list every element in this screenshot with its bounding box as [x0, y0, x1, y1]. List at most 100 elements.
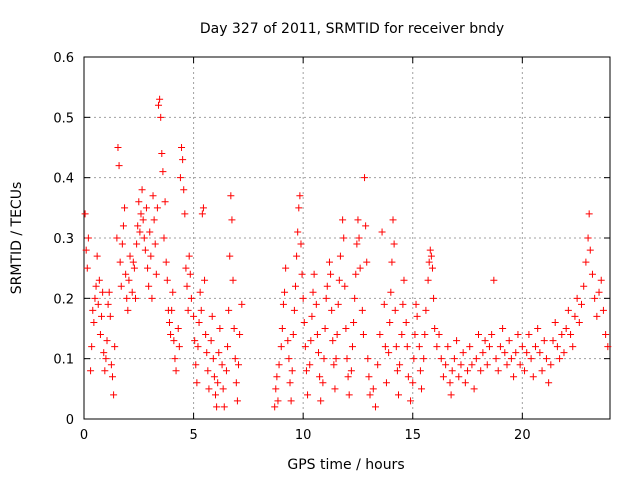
- data-point: [212, 391, 219, 399]
- data-point: [447, 391, 455, 399]
- data-point: [453, 337, 461, 345]
- data-point: [393, 367, 401, 375]
- data-point: [385, 349, 393, 357]
- data-point: [119, 222, 127, 230]
- data-point: [347, 367, 355, 375]
- data-point: [499, 325, 507, 332]
- data-point: [299, 294, 307, 302]
- data-point: [134, 222, 142, 230]
- data-point: [235, 361, 243, 369]
- data-point: [171, 355, 179, 363]
- data-point: [277, 343, 285, 351]
- x-axis-label: GPS time / hours: [287, 457, 404, 473]
- data-point: [190, 312, 198, 320]
- data-point: [316, 373, 324, 381]
- data-point: [102, 355, 110, 363]
- data-point: [542, 355, 550, 363]
- data-point: [374, 361, 382, 369]
- data-point: [136, 228, 144, 236]
- data-point: [433, 343, 441, 351]
- data-point: [159, 168, 167, 176]
- data-point: [210, 373, 218, 381]
- data-point: [157, 113, 165, 121]
- data-point: [332, 355, 340, 363]
- data-point: [400, 276, 408, 284]
- data-point: [479, 349, 487, 357]
- data-point: [90, 318, 98, 326]
- data-point: [222, 367, 230, 375]
- data-point: [359, 331, 367, 339]
- data-point: [521, 367, 529, 375]
- x-tick-label: 5: [189, 428, 197, 443]
- data-point: [342, 325, 350, 332]
- data-point: [514, 331, 522, 339]
- data-point: [562, 325, 570, 332]
- data-point: [483, 361, 491, 369]
- data-point: [386, 318, 394, 326]
- data-point: [315, 349, 323, 357]
- data-point: [320, 355, 328, 363]
- data-point: [518, 343, 526, 351]
- data-point: [529, 373, 537, 381]
- data-point: [281, 288, 289, 296]
- data-point: [219, 385, 227, 393]
- data-point: [115, 162, 123, 170]
- data-point: [145, 282, 153, 290]
- data-point: [334, 300, 342, 308]
- data-point: [582, 258, 590, 266]
- data-point: [114, 144, 122, 151]
- data-point: [470, 385, 478, 393]
- data-point: [122, 270, 130, 278]
- data-point: [198, 210, 206, 218]
- data-point: [421, 331, 429, 339]
- data-point: [523, 349, 531, 357]
- data-point: [282, 264, 290, 272]
- data-point: [226, 252, 234, 260]
- data-point: [345, 391, 353, 399]
- data-point: [313, 331, 321, 339]
- data-point: [301, 343, 309, 351]
- data-point: [84, 234, 92, 242]
- data-point: [92, 282, 100, 290]
- data-point: [108, 373, 116, 381]
- data-point: [289, 331, 297, 339]
- data-point: [317, 397, 325, 405]
- data-point: [93, 252, 101, 260]
- data-point: [195, 318, 203, 326]
- data-point: [96, 331, 104, 339]
- data-point: [564, 306, 572, 314]
- data-point: [327, 270, 335, 278]
- data-point: [187, 294, 195, 302]
- data-point: [446, 379, 454, 387]
- data-point: [503, 361, 511, 369]
- grid: [84, 57, 610, 419]
- data-point: [81, 210, 89, 218]
- data-point: [99, 288, 107, 296]
- data-point: [352, 270, 360, 278]
- data-point: [304, 391, 312, 399]
- data-point: [121, 204, 129, 212]
- data-point: [137, 210, 145, 218]
- data-point: [148, 294, 156, 302]
- data-point: [300, 318, 308, 326]
- x-tick-label: 20: [514, 428, 531, 443]
- data-point: [551, 318, 559, 326]
- data-point: [569, 343, 577, 351]
- data-point: [507, 355, 515, 363]
- data-point: [181, 210, 189, 218]
- data-point: [553, 343, 561, 351]
- data-point: [297, 240, 305, 248]
- data-point: [586, 246, 594, 254]
- data-point: [437, 355, 445, 363]
- data-point: [390, 240, 398, 248]
- data-point: [466, 343, 474, 351]
- data-point: [534, 325, 542, 332]
- data-point: [228, 216, 236, 224]
- data-point: [286, 379, 294, 387]
- data-point: [549, 337, 557, 345]
- data-point: [591, 294, 599, 302]
- data-point: [133, 240, 141, 248]
- data-point: [395, 391, 403, 399]
- data-point: [459, 349, 467, 357]
- y-tick-label: 0.5: [53, 111, 74, 126]
